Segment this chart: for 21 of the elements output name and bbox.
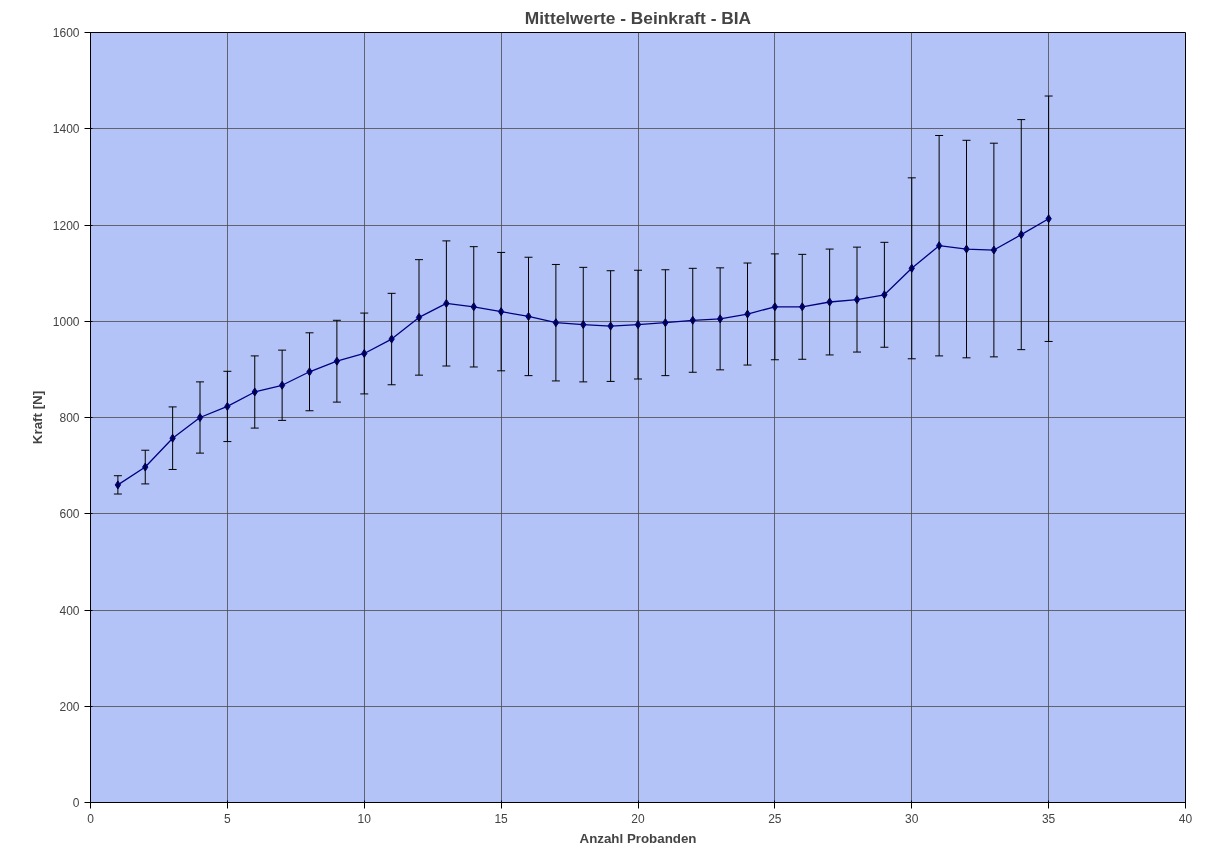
y-tick-label: 0 [72,796,80,810]
x-axis-title: Anzahl Probanden [579,830,697,846]
y-tick-label: 800 [59,411,80,425]
x-tick-label: 15 [494,811,509,826]
x-tick-label: 10 [357,811,372,826]
y-tick-label: 1400 [52,122,80,137]
y-tick-label: 1200 [52,218,80,233]
y-tick-label: 1600 [52,26,80,40]
y-axis-title: Kraft [N] [29,390,45,445]
y-tick-label: 600 [59,507,80,522]
x-tick-label: 30 [905,811,919,826]
y-tick-label: 400 [59,603,80,618]
x-tick-label: 0 [87,811,95,826]
x-tick-label: 35 [1041,811,1056,826]
x-tick-label: 5 [224,811,232,826]
y-tick-label: 1000 [52,314,80,329]
y-tick-label: 200 [59,699,80,714]
x-tick-label: 20 [631,811,645,826]
x-tick-label: 40 [1178,811,1193,826]
x-tick-label: 25 [768,811,782,826]
chart-title: Mittelwerte - Beinkraft - BIA [524,7,752,28]
